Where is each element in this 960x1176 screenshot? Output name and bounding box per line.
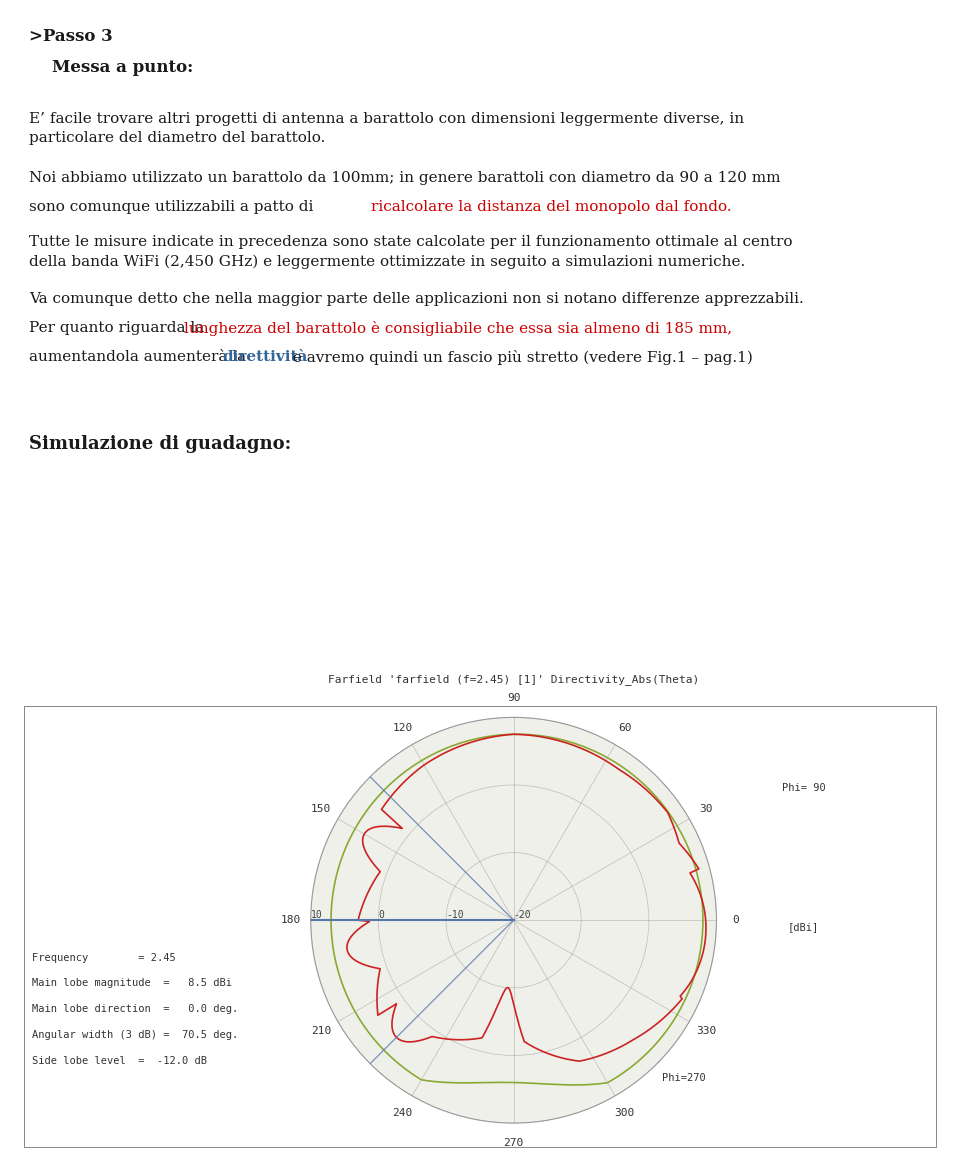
Text: Per quanto riguarda la: Per quanto riguarda la (29, 321, 209, 335)
Text: Noi abbiamo utilizzato un barattolo da 100mm; in genere barattoli con diametro d: Noi abbiamo utilizzato un barattolo da 1… (29, 171, 780, 185)
Text: Tutte le misure indicate in precedenza sono state calcolate per il funzionamento: Tutte le misure indicate in precedenza s… (29, 235, 792, 269)
Text: e avremo quindi un fascio più stretto (vedere Fig.1 – pag.1): e avremo quindi un fascio più stretto (v… (288, 350, 753, 366)
Text: >Passo 3: >Passo 3 (29, 28, 112, 45)
Text: Frequency        = 2.45: Frequency = 2.45 (32, 953, 176, 963)
Text: [dBi]: [dBi] (787, 922, 819, 931)
Text: direttività: direttività (223, 350, 308, 365)
Title: Farfield 'farfield (f=2.45) [1]' Directivity_Abs(Theta): Farfield 'farfield (f=2.45) [1]' Directi… (328, 674, 699, 684)
Text: Va comunque detto che nella maggior parte delle applicazioni non si notano diffe: Va comunque detto che nella maggior part… (29, 292, 804, 306)
Text: Messa a punto:: Messa a punto: (29, 59, 193, 75)
Text: E’ facile trovare altri progetti di antenna a barattolo con dimensioni leggermen: E’ facile trovare altri progetti di ante… (29, 112, 744, 145)
Text: aumentandola aumenterà la: aumentandola aumenterà la (29, 350, 251, 365)
Text: ricalcolare la distanza del monopolo dal fondo.: ricalcolare la distanza del monopolo dal… (371, 200, 732, 214)
Text: sono comunque utilizzabili a patto di: sono comunque utilizzabili a patto di (29, 200, 318, 214)
Text: Simulazione di guadagno:: Simulazione di guadagno: (29, 435, 291, 453)
Text: Main lobe magnitude  =   8.5 dBi: Main lobe magnitude = 8.5 dBi (32, 978, 231, 989)
Text: Main lobe direction  =   0.0 deg.: Main lobe direction = 0.0 deg. (32, 1004, 238, 1015)
Text: Side lobe level  =  -12.0 dB: Side lobe level = -12.0 dB (32, 1056, 206, 1067)
Text: Phi=270: Phi=270 (662, 1074, 707, 1083)
Text: Phi= 90: Phi= 90 (782, 783, 827, 793)
Text: Angular width (3 dB) =  70.5 deg.: Angular width (3 dB) = 70.5 deg. (32, 1030, 238, 1041)
Text: lunghezza del barattolo è consigliabile che essa sia almeno di 185 mm,: lunghezza del barattolo è consigliabile … (184, 321, 732, 336)
